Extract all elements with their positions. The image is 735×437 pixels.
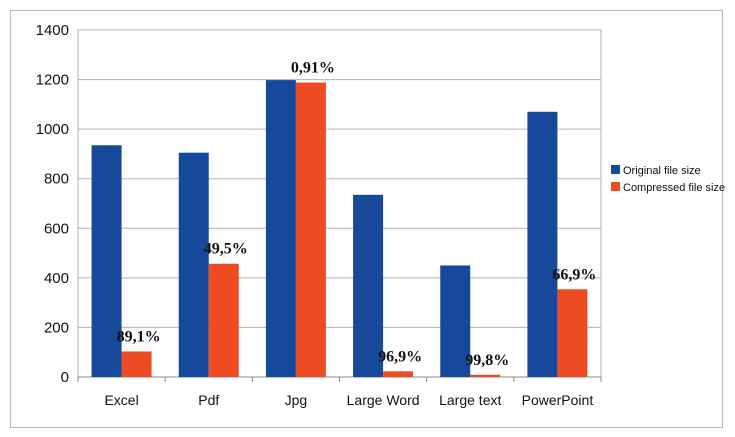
y-tick-label: 800 <box>44 171 69 188</box>
x-tick-label: PowerPoint <box>522 392 594 408</box>
y-tick-label: 400 <box>44 270 69 287</box>
legend-label: Original file size <box>623 165 701 177</box>
data-label: 89,1% <box>117 328 161 345</box>
y-tick-label: 600 <box>44 220 69 237</box>
data-label: 99,8% <box>465 352 509 369</box>
x-tick-label: Pdf <box>198 392 219 408</box>
bar-compressed-jpg <box>295 82 326 377</box>
y-tick-label: 1200 <box>36 72 69 89</box>
x-tick-label: Excel <box>104 392 138 408</box>
data-label: 96,9% <box>378 348 422 365</box>
y-tick-label: 1000 <box>36 121 69 138</box>
legend-swatch <box>611 182 620 191</box>
bar-compressed-powerpoint <box>557 289 588 377</box>
legend-swatch <box>611 165 620 174</box>
x-tick-label: Jpg <box>285 392 308 408</box>
bar-original-jpg <box>265 80 296 378</box>
x-tick-label: Large text <box>439 392 501 408</box>
bar-original-excel <box>91 145 122 377</box>
y-tick-label: 200 <box>44 319 69 336</box>
bar-compressed-excel <box>121 351 152 377</box>
bar-original-large-word <box>353 194 384 377</box>
y-tick-label: 0 <box>61 369 69 386</box>
bar-original-pdf <box>178 152 209 377</box>
bar-original-large-text <box>440 265 471 377</box>
bar-compressed-pdf <box>208 263 239 377</box>
x-tick-label: Large Word <box>347 392 420 408</box>
y-tick-label: 1400 <box>36 22 69 39</box>
legend-label: Compressed file size <box>623 182 725 194</box>
data-label: 49,5% <box>204 241 248 258</box>
bar-original-powerpoint <box>527 111 558 378</box>
plot-area <box>77 29 602 378</box>
data-label: 66,9% <box>552 266 596 283</box>
data-label: 0,91% <box>291 60 335 77</box>
bar-compressed-large-text <box>470 374 501 377</box>
bar-compressed-large-word <box>383 371 414 377</box>
